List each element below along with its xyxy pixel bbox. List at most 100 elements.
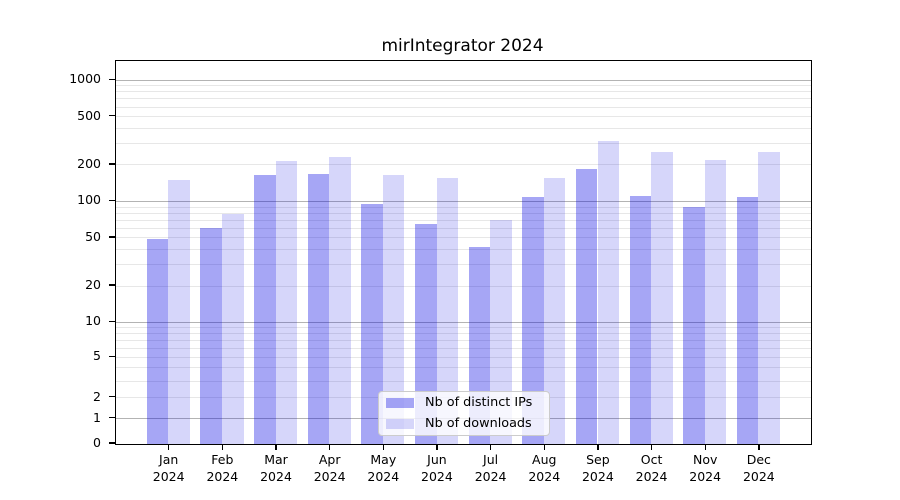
bar-downloads-mar <box>275 161 298 444</box>
bar-downloads-jan <box>168 180 190 444</box>
x-tick-mark <box>328 444 331 450</box>
bar-downloads-oct <box>651 152 673 444</box>
gridline-minor <box>116 327 811 329</box>
y-tick-label: 200 <box>77 155 101 171</box>
legend: Nb of distinct IPs Nb of downloads <box>378 391 550 436</box>
x-tick-month: Feb <box>211 452 234 467</box>
bar-downloads-dec <box>758 152 781 444</box>
bar-distinct-ips-dec <box>736 197 759 444</box>
x-tick-month: Jul <box>483 452 499 467</box>
gridline-minor <box>116 347 811 349</box>
gridline-minor <box>116 237 811 239</box>
bar-downloads-nov <box>704 159 727 444</box>
x-tick-month: Dec <box>746 452 771 467</box>
y-tick-label: 50 <box>85 228 101 244</box>
x-tick-year: 2024 <box>421 468 453 484</box>
gridline-major <box>116 321 811 323</box>
y-tick-mark <box>109 163 115 165</box>
plot-area: Nb of distinct IPs Nb of downloads <box>115 60 812 445</box>
gridline-major <box>116 200 811 202</box>
x-tick-mark <box>489 444 492 450</box>
x-tick-mark <box>650 444 653 450</box>
gridline-minor <box>116 227 811 229</box>
x-tick-month: Nov <box>692 452 718 467</box>
x-tick-year: 2024 <box>260 468 292 484</box>
x-tick-year: 2024 <box>313 468 346 484</box>
y-tick-mark <box>109 78 115 80</box>
x-tick-year: 2024 <box>367 468 400 484</box>
gridline-minor <box>116 380 811 382</box>
x-tick-mark <box>168 444 170 450</box>
x-tick-year: 2024 <box>742 468 775 484</box>
gridline-minor <box>116 333 811 335</box>
gridline-minor <box>116 127 811 129</box>
gridline-minor <box>116 164 811 166</box>
x-tick-year: 2024 <box>206 468 239 484</box>
legend-swatch-distinct-ips-icon <box>386 398 414 408</box>
x-tick-mark <box>758 444 760 450</box>
bar-downloads-apr <box>329 156 351 444</box>
y-tick-label: 2 <box>93 388 101 404</box>
x-tick-mark <box>704 444 706 450</box>
gridline-minor <box>116 249 811 251</box>
gridline-minor <box>116 219 811 221</box>
x-tick-year: 2024 <box>581 468 614 484</box>
x-tick-month: Mar <box>264 452 288 467</box>
gridline-minor <box>116 356 811 358</box>
y-tick-label: 10 <box>85 313 101 329</box>
y-tick-label: 5 <box>93 348 101 364</box>
x-tick-mark <box>597 444 599 450</box>
x-tick-mark <box>221 444 224 450</box>
x-tick-label-jan: Jan 2024 <box>137 452 201 485</box>
gridline-minor <box>116 206 811 208</box>
x-tick-label-nov: Nov 2024 <box>673 452 737 485</box>
y-tick-mark <box>109 236 115 238</box>
gridline-major <box>116 79 811 81</box>
gridline-minor <box>116 285 811 287</box>
chart-title: mirIntegrator 2024 <box>381 36 544 56</box>
y-tick-label: 500 <box>77 107 101 123</box>
x-tick-mark <box>436 444 438 450</box>
y-tick-label: 100 <box>77 192 101 208</box>
gridline-minor <box>116 98 811 100</box>
gridline-minor <box>116 212 811 214</box>
bar-distinct-ips-aug <box>522 197 544 444</box>
y-tick-label: 1000 <box>69 71 101 87</box>
x-tick-mark <box>275 444 277 450</box>
bar-distinct-ips-jan <box>146 239 169 444</box>
legend-label-distinct-ips: Nb of distinct IPs <box>425 395 533 410</box>
bar-distinct-ips-feb <box>200 228 222 444</box>
bar-downloads-sep <box>597 141 620 444</box>
gridline-minor <box>116 264 811 266</box>
gridline-minor <box>116 116 811 118</box>
bar-distinct-ips-nov <box>683 207 705 444</box>
x-tick-month: Sep <box>586 452 610 467</box>
gridline-minor <box>116 143 811 145</box>
x-tick-label-jul: Jul 2024 <box>459 452 523 485</box>
x-tick-label-oct: Oct 2024 <box>620 452 684 485</box>
gridline-minor <box>116 85 811 87</box>
legend-entry-downloads: Nb of downloads <box>386 415 541 433</box>
y-tick-mark <box>109 199 115 202</box>
bar-distinct-ips-may <box>361 203 383 444</box>
x-tick-month: Oct <box>640 452 663 467</box>
y-tick-mark <box>109 442 115 444</box>
y-tick-label: 0 <box>93 435 101 450</box>
bar-downloads-aug <box>543 178 566 444</box>
x-tick-year: 2024 <box>528 468 561 484</box>
legend-label-downloads: Nb of downloads <box>425 416 532 431</box>
x-tick-year: 2024 <box>689 468 722 484</box>
bar-downloads-feb <box>221 213 244 444</box>
y-tick-mark <box>109 355 115 357</box>
gridline-minor <box>116 106 811 108</box>
y-tick-label: 20 <box>85 277 101 293</box>
x-tick-year: 2024 <box>474 468 507 484</box>
x-tick-mark <box>543 444 545 450</box>
y-tick-label: 1 <box>93 409 101 425</box>
gridline-minor <box>116 339 811 341</box>
y-tick-mark <box>109 284 115 286</box>
y-tick-mark <box>109 395 115 398</box>
x-tick-month: May <box>370 452 397 467</box>
bar-distinct-ips-mar <box>254 175 276 444</box>
